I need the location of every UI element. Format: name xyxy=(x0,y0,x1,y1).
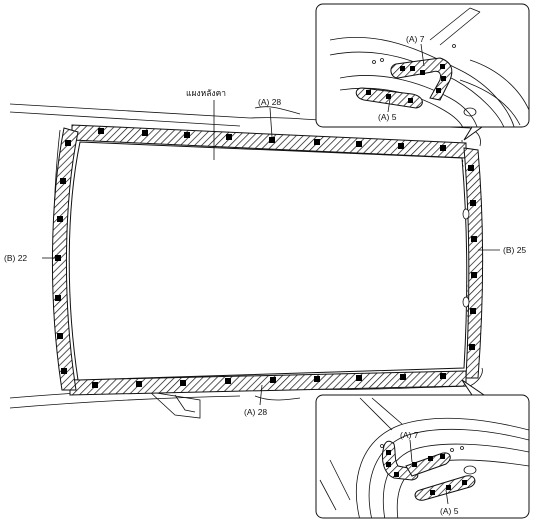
weld-spot xyxy=(98,128,104,134)
top-count-label: (A) 28 xyxy=(258,97,281,107)
weld-spot xyxy=(92,382,98,388)
weld-spot xyxy=(469,344,475,350)
weld-spot xyxy=(65,140,71,146)
weld-spot xyxy=(61,368,67,374)
inset-bottom-a5-label: (A) 5 xyxy=(440,506,459,516)
weld-spot xyxy=(314,376,320,382)
weld-spot xyxy=(225,378,231,384)
right-count-label: (B) 25 xyxy=(503,245,526,255)
inset-top: (A) 7 (A) 5 xyxy=(315,3,530,141)
left-sealer-band xyxy=(51,127,79,391)
weld-spot xyxy=(440,145,446,151)
sealer-frame xyxy=(51,124,483,396)
weld-spot xyxy=(57,333,63,339)
inset-bottom: (A) 7 (A) 5 xyxy=(315,379,530,519)
weld-spot xyxy=(57,216,63,222)
weld-spot xyxy=(142,130,148,136)
left-count-label: (B) 22 xyxy=(4,253,27,263)
bottom-count-label: (A) 28 xyxy=(244,407,267,417)
roof-panel-outline xyxy=(68,141,468,381)
weld-spot xyxy=(468,165,474,171)
weld-spot xyxy=(398,143,404,149)
weld-spot xyxy=(471,272,477,278)
weld-spot xyxy=(314,139,320,145)
inset-top-a5-label: (A) 5 xyxy=(378,112,397,122)
weld-spot xyxy=(356,375,362,381)
weld-spot xyxy=(55,295,61,301)
weld-spot xyxy=(471,236,477,242)
weld-spot xyxy=(269,137,275,143)
weld-spot xyxy=(55,255,61,261)
weld-spot xyxy=(60,178,66,184)
leader-lines xyxy=(42,100,500,406)
weld-spots xyxy=(55,128,477,388)
weld-spot xyxy=(136,381,142,387)
weld-spot xyxy=(180,380,186,386)
inset-top-a7-label: (A) 7 xyxy=(406,34,425,44)
weld-spot xyxy=(400,374,406,380)
weld-spot xyxy=(470,308,476,314)
right-sealer-band xyxy=(463,147,483,379)
weld-spot xyxy=(184,132,190,138)
weld-spot xyxy=(356,141,362,147)
weld-spot xyxy=(470,200,476,206)
inset-bottom-a7-label: (A) 7 xyxy=(400,430,419,440)
weld-spot xyxy=(440,373,446,379)
roof-panel-label: แผงหลังคา xyxy=(186,88,226,98)
weld-spot xyxy=(226,134,232,140)
weld-spot xyxy=(270,377,276,383)
holes xyxy=(462,208,470,308)
